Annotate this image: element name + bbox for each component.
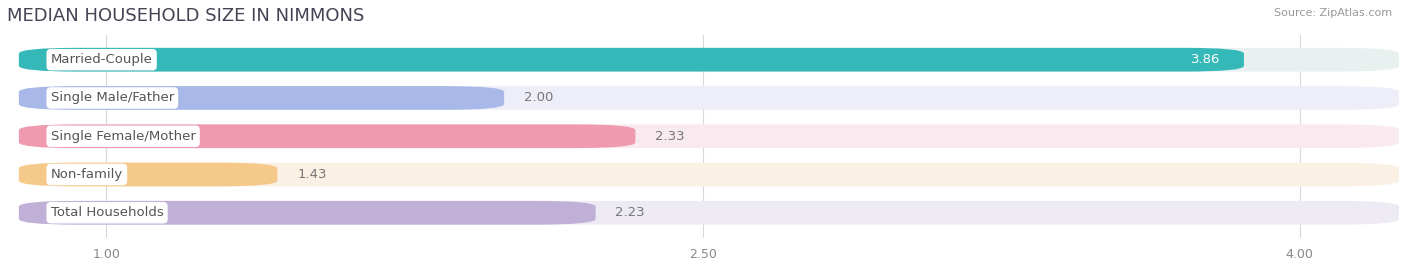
Text: 2.00: 2.00 — [524, 91, 554, 105]
FancyBboxPatch shape — [18, 86, 1399, 110]
FancyBboxPatch shape — [18, 86, 505, 110]
FancyBboxPatch shape — [18, 201, 1399, 225]
Text: Married-Couple: Married-Couple — [51, 53, 153, 66]
Text: 2.33: 2.33 — [655, 130, 685, 143]
FancyBboxPatch shape — [18, 163, 1399, 186]
FancyBboxPatch shape — [18, 124, 1399, 148]
Text: 1.43: 1.43 — [297, 168, 326, 181]
FancyBboxPatch shape — [18, 163, 277, 186]
Text: 3.86: 3.86 — [1191, 53, 1220, 66]
Text: Total Households: Total Households — [51, 206, 163, 219]
Text: Single Male/Father: Single Male/Father — [51, 91, 174, 105]
Text: MEDIAN HOUSEHOLD SIZE IN NIMMONS: MEDIAN HOUSEHOLD SIZE IN NIMMONS — [7, 7, 364, 25]
Text: Non-family: Non-family — [51, 168, 122, 181]
Text: Source: ZipAtlas.com: Source: ZipAtlas.com — [1274, 8, 1392, 18]
Text: Single Female/Mother: Single Female/Mother — [51, 130, 195, 143]
FancyBboxPatch shape — [18, 124, 636, 148]
FancyBboxPatch shape — [18, 48, 1399, 72]
FancyBboxPatch shape — [18, 201, 596, 225]
Text: 2.23: 2.23 — [616, 206, 645, 219]
FancyBboxPatch shape — [18, 48, 1244, 72]
